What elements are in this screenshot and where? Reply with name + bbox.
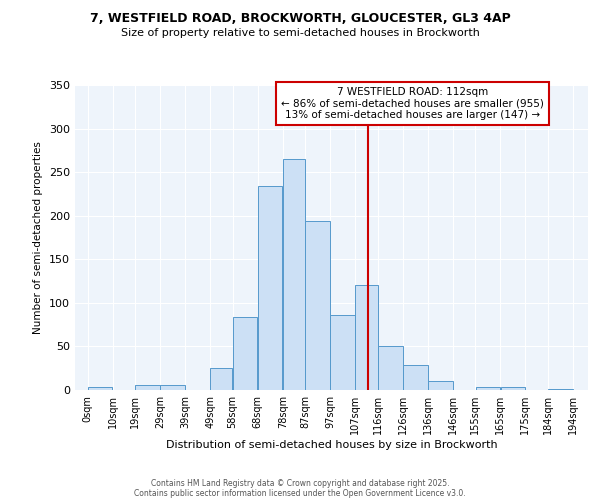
X-axis label: Distribution of semi-detached houses by size in Brockworth: Distribution of semi-detached houses by … bbox=[166, 440, 497, 450]
Bar bbox=[305, 221, 330, 390]
Bar bbox=[88, 386, 112, 390]
Bar bbox=[548, 389, 573, 390]
Bar bbox=[283, 159, 305, 390]
Text: Size of property relative to semi-detached houses in Brockworth: Size of property relative to semi-detach… bbox=[121, 28, 479, 38]
Text: 7, WESTFIELD ROAD, BROCKWORTH, GLOUCESTER, GL3 4AP: 7, WESTFIELD ROAD, BROCKWORTH, GLOUCESTE… bbox=[89, 12, 511, 26]
Bar bbox=[500, 388, 525, 390]
Bar bbox=[403, 364, 428, 390]
Text: Contains public sector information licensed under the Open Government Licence v3: Contains public sector information licen… bbox=[134, 488, 466, 498]
Bar bbox=[233, 317, 257, 390]
Y-axis label: Number of semi-detached properties: Number of semi-detached properties bbox=[34, 141, 43, 334]
Bar bbox=[211, 368, 232, 390]
Text: 7 WESTFIELD ROAD: 112sqm
← 86% of semi-detached houses are smaller (955)
13% of : 7 WESTFIELD ROAD: 112sqm ← 86% of semi-d… bbox=[281, 86, 544, 120]
Bar bbox=[258, 186, 283, 390]
Bar bbox=[476, 388, 500, 390]
Text: Contains HM Land Registry data © Crown copyright and database right 2025.: Contains HM Land Registry data © Crown c… bbox=[151, 478, 449, 488]
Bar bbox=[428, 382, 452, 390]
Bar bbox=[160, 385, 185, 390]
Bar bbox=[355, 286, 377, 390]
Bar bbox=[331, 315, 355, 390]
Bar bbox=[378, 346, 403, 390]
Bar bbox=[136, 385, 160, 390]
